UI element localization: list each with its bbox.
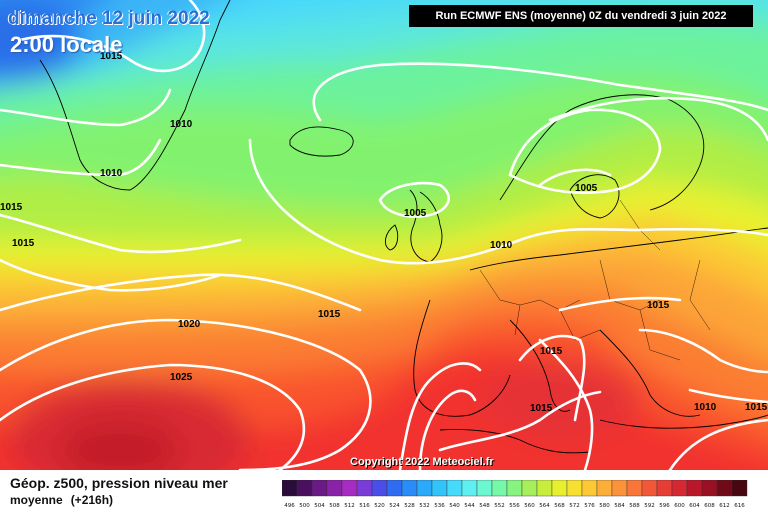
scale-swatch-548 bbox=[476, 480, 493, 497]
scale-swatch-500 bbox=[296, 480, 313, 497]
iso-1010-greece: 1010 bbox=[694, 402, 717, 413]
scale-swatch-556 bbox=[506, 480, 523, 497]
scale-label-616: 616 bbox=[734, 503, 745, 509]
scale-swatch-524 bbox=[386, 480, 403, 497]
scale-label-500: 500 bbox=[299, 503, 310, 509]
scale-label-604: 604 bbox=[689, 503, 700, 509]
scale-label-588: 588 bbox=[629, 503, 640, 509]
scale-label-596: 596 bbox=[659, 503, 670, 509]
scale-label-540: 540 bbox=[449, 503, 460, 509]
scale-label-560: 560 bbox=[524, 503, 535, 509]
iso-1010-north-sea: 1010 bbox=[490, 240, 513, 251]
scale-swatch-612 bbox=[716, 480, 733, 497]
scale-swatch-504 bbox=[311, 480, 328, 497]
scale-label-592: 592 bbox=[644, 503, 655, 509]
scale-label-612: 612 bbox=[719, 503, 730, 509]
copyright: Copyright 2022 Meteociel.fr bbox=[350, 456, 494, 468]
forecast-date: dimanche 12 juin 2022 bbox=[8, 8, 210, 29]
scale-label-576: 576 bbox=[584, 503, 595, 509]
iso-1005-scotland: 1005 bbox=[404, 208, 427, 219]
scale-swatch-536 bbox=[431, 480, 448, 497]
iso-1015-east: 1015 bbox=[745, 402, 768, 413]
iso-1015-west-a: 1015 bbox=[0, 202, 23, 213]
forecast-time: 2:00 locale bbox=[10, 32, 123, 57]
iso-1010-greenland-b: 1010 bbox=[100, 168, 123, 179]
scale-label-552: 552 bbox=[494, 503, 505, 509]
scale-swatch-580 bbox=[596, 480, 613, 497]
scale-swatch-540 bbox=[446, 480, 463, 497]
scale-swatch-572 bbox=[566, 480, 583, 497]
scale-swatch-552 bbox=[491, 480, 508, 497]
scale-label-548: 548 bbox=[479, 503, 490, 509]
geopotential-bands bbox=[0, 0, 768, 470]
iso-1015-balkans: 1015 bbox=[647, 300, 670, 311]
iso-1015-greenland: 1015 bbox=[100, 51, 123, 62]
scale-swatch-604 bbox=[686, 480, 703, 497]
scale-swatch-564 bbox=[536, 480, 553, 497]
scale-swatch-608 bbox=[701, 480, 718, 497]
model-run-info: Run ECMWF ENS (moyenne) 0Z du vendredi 3… bbox=[409, 5, 753, 27]
scale-label-496: 496 bbox=[284, 503, 295, 509]
scale-label-600: 600 bbox=[674, 503, 685, 509]
scale-swatch-496 bbox=[282, 480, 298, 497]
scale-label-504: 504 bbox=[314, 503, 325, 509]
scale-swatch-544 bbox=[461, 480, 478, 497]
scale-label-520: 520 bbox=[374, 503, 385, 509]
map-title: Géop. z500, pression niveau mer bbox=[10, 475, 228, 491]
scale-label-580: 580 bbox=[599, 503, 610, 509]
iso-1005-scandinavia: 1005 bbox=[575, 183, 598, 194]
scale-swatch-520 bbox=[371, 480, 388, 497]
scale-swatch-616 bbox=[731, 480, 748, 497]
iso-1025-azores: 1025 bbox=[170, 372, 193, 383]
scale-swatch-516 bbox=[356, 480, 373, 497]
lead-time: (+216h) bbox=[70, 493, 114, 507]
scale-label-568: 568 bbox=[554, 503, 565, 509]
scale-label-532: 532 bbox=[419, 503, 430, 509]
iso-1010-greenland-a: 1010 bbox=[170, 119, 193, 130]
scale-label-544: 544 bbox=[464, 503, 475, 509]
iso-1015-africa: 1015 bbox=[530, 403, 553, 414]
scale-swatch-588 bbox=[626, 480, 643, 497]
scale-swatch-512 bbox=[341, 480, 358, 497]
isobar-labels: 1015 1010 1010 1015 1015 1005 1010 1005 … bbox=[0, 51, 768, 414]
scale-swatch-576 bbox=[581, 480, 598, 497]
scale-swatch-568 bbox=[551, 480, 568, 497]
scale-label-564: 564 bbox=[539, 503, 550, 509]
scale-swatch-584 bbox=[611, 480, 628, 497]
mean-label: moyenne bbox=[10, 493, 63, 507]
iso-1015-west-b: 1015 bbox=[12, 238, 35, 249]
scale-label-524: 524 bbox=[389, 503, 400, 509]
scale-label-516: 516 bbox=[359, 503, 370, 509]
borders bbox=[479, 199, 711, 361]
scale-label-508: 508 bbox=[329, 503, 340, 509]
iso-1020-atlantic: 1020 bbox=[178, 319, 201, 330]
scale-swatch-508 bbox=[326, 480, 343, 497]
map-svg: 1015 1010 1010 1015 1015 1005 1010 1005 … bbox=[0, 0, 768, 470]
weather-map: 1015 1010 1010 1015 1015 1005 1010 1005 … bbox=[0, 0, 768, 470]
scale-label-536: 536 bbox=[434, 503, 445, 509]
isobars bbox=[0, 0, 768, 470]
scale-label-528: 528 bbox=[404, 503, 415, 509]
iso-1015-italy: 1015 bbox=[540, 346, 563, 357]
scale-swatch-560 bbox=[521, 480, 538, 497]
color-scale: 496 500 504 508 512 516 520 524 528 532 536 540 544 5… bbox=[282, 480, 748, 509]
scale-swatch-592 bbox=[641, 480, 658, 497]
iso-1015-atlantic: 1015 bbox=[318, 309, 341, 320]
map-subtitle: moyenne (+216h) bbox=[10, 493, 113, 507]
scale-label-572: 572 bbox=[569, 503, 580, 509]
scale-label-584: 584 bbox=[614, 503, 625, 509]
scale-label-556: 556 bbox=[509, 503, 520, 509]
scale-label-608: 608 bbox=[704, 503, 715, 509]
scale-swatch-528 bbox=[401, 480, 418, 497]
scale-swatch-600 bbox=[671, 480, 688, 497]
scale-swatch-596 bbox=[656, 480, 673, 497]
scale-swatch-532 bbox=[416, 480, 433, 497]
scale-label-512: 512 bbox=[344, 503, 355, 509]
